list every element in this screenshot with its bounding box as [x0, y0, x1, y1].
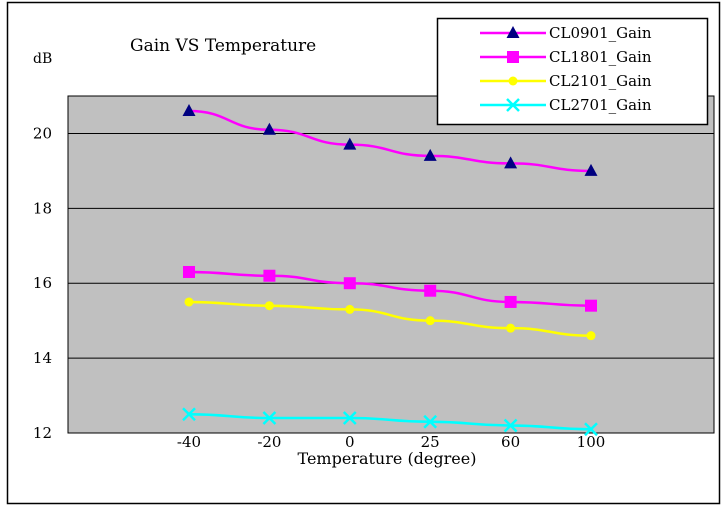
legend-marker	[508, 76, 518, 86]
data-point	[343, 137, 357, 150]
data-point	[183, 265, 195, 278]
series-line-cl1801-gain	[188, 270, 592, 307]
data-point	[585, 299, 597, 312]
y-axis-ticks: 12 14 16 18 20	[33, 124, 52, 442]
legend-marker	[506, 98, 520, 112]
data-point	[584, 163, 598, 176]
series-line-cl0901-gain	[188, 109, 592, 173]
y-tick-label: 20	[33, 124, 52, 142]
data-point	[342, 411, 357, 425]
data-point	[423, 148, 437, 161]
x-tick-label: -40	[177, 433, 201, 451]
data-point	[182, 407, 196, 422]
chart-title: Gain VS Temperature	[130, 36, 316, 56]
data-point	[424, 284, 437, 297]
data-point	[263, 269, 276, 282]
legend-label: CL2101_Gain	[549, 72, 652, 90]
y-tick-label: 16	[33, 274, 52, 292]
legend: CL0901_Gain CL1801_Gain CL2101_Gain CL2701_…	[480, 24, 652, 114]
y-axis-label: dB	[33, 51, 52, 67]
data-point	[504, 156, 518, 169]
legend-marker	[507, 51, 519, 63]
y-tick-label: 14	[33, 349, 52, 367]
series-line-cl2101-gain	[188, 300, 592, 337]
x-tick-label: 0	[345, 433, 355, 451]
x-tick-label: 25	[421, 433, 440, 451]
data-point	[343, 277, 356, 290]
data-point	[584, 422, 598, 437]
x-axis-label: Temperature (degree)	[298, 449, 477, 468]
data-point	[425, 316, 435, 326]
data-point	[586, 331, 596, 341]
series-line-cl2701-gain	[188, 413, 592, 431]
data-point	[184, 297, 194, 307]
data-point	[423, 414, 438, 429]
y-tick-label: 18	[33, 199, 52, 217]
y-tick-label: 12	[33, 424, 52, 442]
data-point	[345, 304, 355, 314]
data-point	[264, 301, 274, 311]
data-point	[262, 411, 277, 425]
data-point	[262, 122, 276, 135]
legend-label: CL0901_Gain	[549, 24, 652, 42]
gridlines	[68, 132, 714, 434]
x-tick-label: -20	[257, 433, 281, 451]
legend-label: CL1801_Gain	[549, 48, 652, 66]
series-layer	[182, 103, 598, 437]
data-point	[506, 323, 516, 333]
data-point	[182, 103, 196, 116]
x-tick-label: 60	[501, 433, 520, 451]
legend-marker	[506, 26, 520, 38]
legend-label: CL2701_Gain	[549, 96, 652, 114]
data-point	[503, 418, 518, 433]
legend-box	[436, 17, 709, 126]
x-tick-label: 100	[577, 433, 606, 451]
data-point	[504, 295, 517, 308]
x-axis-ticks: -40 -20 0 25 60 100	[177, 433, 605, 451]
plot-area	[67, 95, 715, 434]
